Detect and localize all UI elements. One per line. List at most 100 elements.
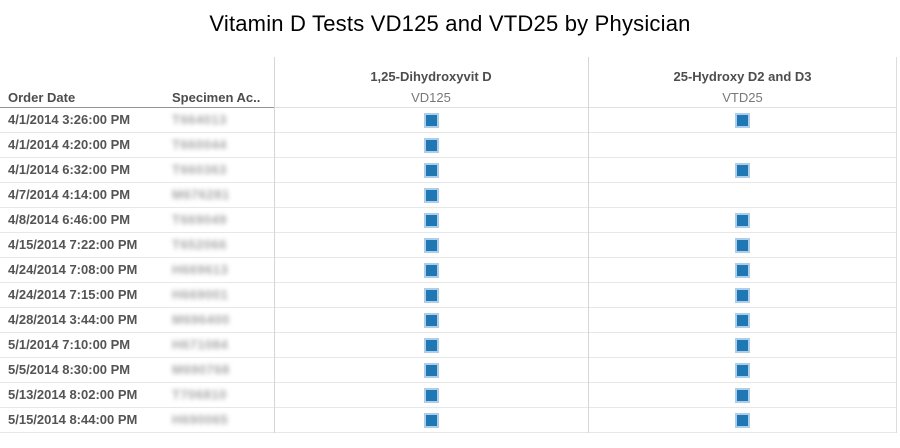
vd125-mark-cell [274, 283, 588, 307]
order-date-cell[interactable]: 5/1/2014 7:10:00 PM [8, 337, 131, 352]
vd125-square-mark[interactable] [423, 112, 439, 128]
order-date-cell[interactable]: 4/7/2014 4:14:00 PM [8, 187, 131, 202]
vd125-mark-cell [274, 333, 588, 357]
vtd25-mark-cell [588, 133, 897, 157]
specimen-accession-cell[interactable]: H669001 [172, 287, 229, 302]
vtd25-mark-cell [588, 358, 897, 382]
vd125-square-mark[interactable] [423, 312, 439, 328]
table-row: 5/15/2014 8:44:00 PM H690065 [0, 408, 897, 433]
order-date-cell[interactable]: 4/28/2014 3:44:00 PM [8, 312, 138, 327]
order-date-cell[interactable]: 5/13/2014 8:02:00 PM [8, 387, 138, 402]
vd125-mark-cell [274, 233, 588, 257]
vtd25-mark-cell [588, 158, 897, 182]
table-row: 4/24/2014 7:15:00 PM H669001 [0, 283, 897, 308]
vtd25-square-mark[interactable] [735, 212, 750, 228]
table-row: 5/13/2014 8:02:00 PM T706810 [0, 383, 897, 408]
table-body: 4/1/2014 3:26:00 PM T664013 4/1/2014 4:20:… [0, 108, 897, 433]
specimen-accession-cell[interactable]: T706810 [172, 387, 227, 402]
vitamin-d-table: 1,25-Dihydroxyvit D 25-Hydroxy D2 and D3… [0, 57, 897, 433]
specimen-accession-cell[interactable]: H690065 [172, 412, 229, 427]
vd125-square-mark[interactable] [423, 287, 439, 303]
vtd25-square-mark[interactable] [735, 362, 750, 378]
vd125-square-mark[interactable] [423, 162, 439, 178]
vd125-square-mark[interactable] [423, 262, 439, 278]
specimen-accession-cell[interactable]: T664013 [172, 112, 227, 127]
vtd25-square-mark[interactable] [735, 112, 750, 128]
column-subheader-vd125[interactable]: VD125 [411, 89, 451, 105]
vtd25-square-mark[interactable] [735, 262, 750, 278]
specimen-accession-cell[interactable]: M696400 [172, 312, 230, 327]
vd125-mark-cell [274, 358, 588, 382]
specimen-accession-cell[interactable]: T652066 [172, 237, 227, 252]
table-row: 4/1/2014 6:32:00 PM T660363 [0, 158, 897, 183]
vtd25-mark-cell [588, 108, 897, 132]
vtd25-mark-cell [588, 183, 897, 207]
vd125-mark-cell [274, 183, 588, 207]
order-date-cell[interactable]: 5/15/2014 8:44:00 PM [8, 412, 138, 427]
table-row: 4/28/2014 3:44:00 PM M696400 [0, 308, 897, 333]
vtd25-square-mark[interactable] [735, 237, 750, 253]
table-right-border [896, 57, 897, 433]
order-date-cell[interactable]: 4/15/2014 7:22:00 PM [8, 237, 138, 252]
vd125-square-mark[interactable] [423, 137, 439, 153]
order-date-cell[interactable]: 5/5/2014 8:30:00 PM [8, 362, 131, 377]
order-date-cell[interactable]: 4/1/2014 4:20:00 PM [8, 137, 131, 152]
chart-title: Vitamin D Tests VD125 and VTD25 by Physi… [209, 11, 691, 36]
table-row: 4/7/2014 4:14:00 PM M676281 [0, 183, 897, 208]
specimen-accession-cell[interactable]: T660363 [172, 162, 227, 177]
vd125-mark-cell [274, 108, 588, 132]
specimen-accession-cell[interactable]: T669049 [172, 212, 227, 227]
column-divider-1 [274, 57, 275, 433]
header-underline-left [0, 107, 274, 108]
vd125-square-mark[interactable] [423, 412, 439, 428]
vtd25-mark-cell [588, 408, 897, 432]
vd125-mark-cell [274, 308, 588, 332]
table-row: 5/1/2014 7:10:00 PM H671084 [0, 333, 897, 358]
vtd25-square-mark[interactable] [735, 337, 750, 353]
vd125-mark-cell [274, 208, 588, 232]
order-date-cell[interactable]: 4/1/2014 3:26:00 PM [8, 112, 131, 127]
table-row: 4/1/2014 4:20:00 PM T660044 [0, 133, 897, 158]
vtd25-mark-cell [588, 308, 897, 332]
vtd25-mark-cell [588, 208, 897, 232]
specimen-accession-cell[interactable]: T660044 [172, 137, 227, 152]
specimen-accession-cell[interactable]: M676281 [172, 187, 230, 202]
order-date-cell[interactable]: 4/24/2014 7:15:00 PM [8, 287, 138, 302]
vd125-square-mark[interactable] [423, 187, 439, 203]
vtd25-square-mark[interactable] [735, 387, 750, 403]
order-date-cell[interactable]: 4/8/2014 6:46:00 PM [8, 212, 131, 227]
vtd25-mark-cell [588, 233, 897, 257]
table-row: 4/15/2014 7:22:00 PM T652066 [0, 233, 897, 258]
vd125-square-mark[interactable] [423, 362, 439, 378]
specimen-accession-cell[interactable]: H669613 [172, 262, 229, 277]
column-header-order-date[interactable]: Order Date [8, 89, 76, 105]
column-subheader-vtd25[interactable]: VTD25 [722, 89, 763, 105]
vtd25-square-mark[interactable] [735, 312, 750, 328]
vd125-mark-cell [274, 158, 588, 182]
table-header: 1,25-Dihydroxyvit D 25-Hydroxy D2 and D3… [0, 57, 897, 108]
specimen-accession-cell[interactable]: H671084 [172, 337, 229, 352]
vtd25-mark-cell [588, 258, 897, 282]
table-row: 5/5/2014 8:30:00 PM M690768 [0, 358, 897, 383]
table-row: 4/24/2014 7:08:00 PM H669613 [0, 258, 897, 283]
order-date-cell[interactable]: 4/24/2014 7:08:00 PM [8, 262, 138, 277]
column-group-vd125[interactable]: 1,25-Dihydroxyvit D [370, 69, 492, 84]
vtd25-square-mark[interactable] [735, 412, 750, 428]
order-date-cell[interactable]: 4/1/2014 6:32:00 PM [8, 162, 131, 177]
vd125-square-mark[interactable] [423, 387, 439, 403]
column-header-specimen-accession[interactable]: Specimen Ac.. [172, 89, 261, 105]
vd125-mark-cell [274, 383, 588, 407]
specimen-accession-cell[interactable]: M690768 [172, 362, 230, 377]
header-underline-right [274, 107, 897, 108]
vd125-square-mark[interactable] [423, 212, 439, 228]
vd125-mark-cell [274, 133, 588, 157]
vd125-square-mark[interactable] [423, 237, 439, 253]
vtd25-square-mark[interactable] [735, 162, 750, 178]
column-divider-2 [588, 57, 589, 433]
column-group-vtd25[interactable]: 25-Hydroxy D2 and D3 [673, 69, 812, 84]
vd125-mark-cell [274, 258, 588, 282]
vtd25-square-mark[interactable] [735, 287, 750, 303]
vd125-square-mark[interactable] [423, 337, 439, 353]
table-row: 4/1/2014 3:26:00 PM T664013 [0, 108, 897, 133]
